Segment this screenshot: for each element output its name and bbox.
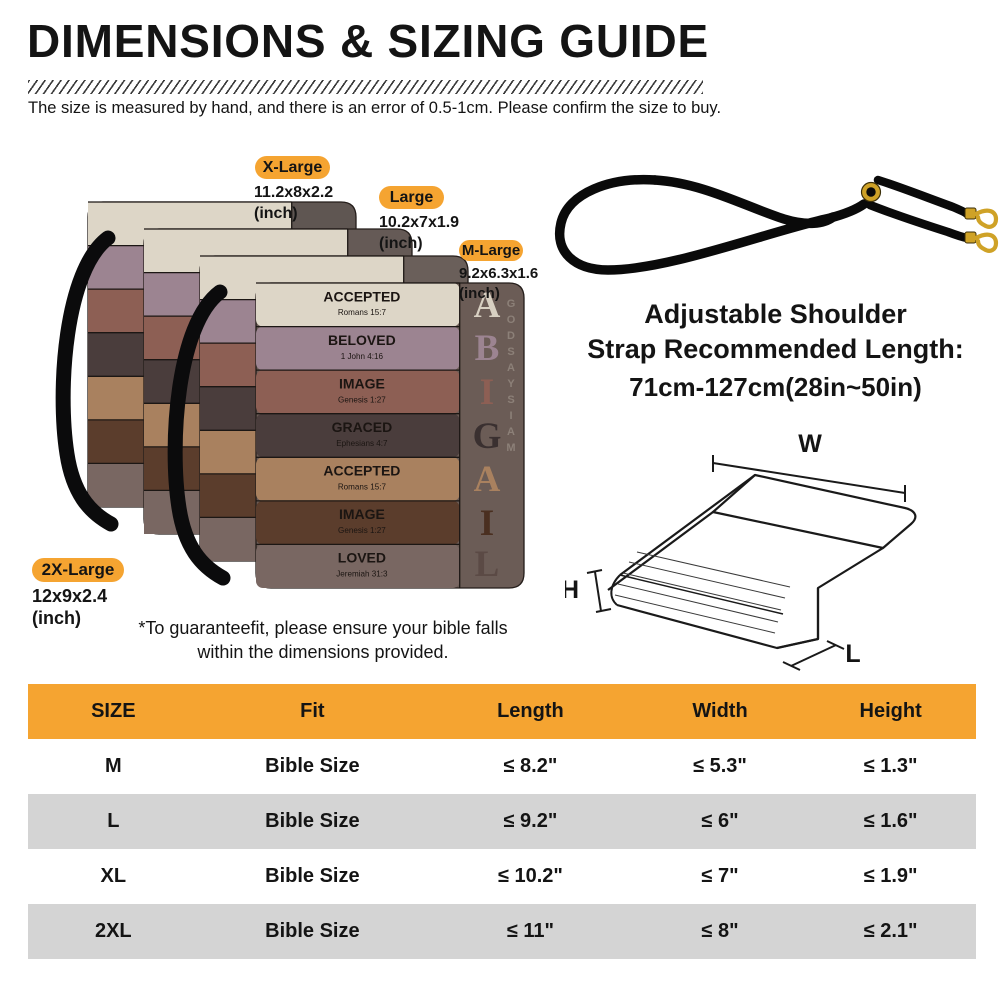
svg-text:Y: Y (507, 378, 515, 390)
svg-text:A: A (507, 426, 515, 438)
svg-text:O: O (507, 314, 516, 326)
svg-text:G: G (473, 416, 502, 457)
svg-text:ACCEPTED: ACCEPTED (323, 288, 400, 304)
svg-text:S: S (507, 394, 514, 406)
svg-text:A: A (474, 459, 501, 500)
svg-text:B: B (475, 328, 500, 369)
svg-text:M: M (506, 442, 515, 454)
svg-text:1 John 4:16: 1 John 4:16 (341, 352, 384, 361)
svg-text:S: S (507, 346, 514, 358)
svg-text:Romans 15:7: Romans 15:7 (338, 483, 387, 492)
svg-text:Genesis 1:27: Genesis 1:27 (338, 395, 386, 404)
svg-text:LOVED: LOVED (338, 550, 386, 566)
svg-text:Genesis 1:27: Genesis 1:27 (338, 526, 386, 535)
svg-text:Jeremiah 31:3: Jeremiah 31:3 (336, 570, 388, 579)
svg-text:GRACED: GRACED (332, 419, 393, 435)
svg-text:H: H (565, 576, 579, 604)
svg-text:A: A (507, 362, 515, 374)
svg-text:L: L (845, 640, 860, 668)
svg-text:Ephesians 4:7: Ephesians 4:7 (336, 439, 388, 448)
svg-text:W: W (798, 430, 822, 458)
svg-text:I: I (480, 503, 494, 544)
svg-text:I: I (480, 372, 494, 413)
svg-text:BELOVED: BELOVED (328, 332, 396, 348)
svg-text:L: L (475, 544, 500, 585)
svg-text:IMAGE: IMAGE (339, 506, 385, 522)
svg-text:D: D (507, 330, 515, 342)
svg-text:Romans 15:7: Romans 15:7 (338, 308, 387, 317)
svg-text:ACCEPTED: ACCEPTED (323, 463, 400, 479)
svg-text:IMAGE: IMAGE (339, 375, 385, 391)
svg-text:I: I (509, 410, 512, 422)
